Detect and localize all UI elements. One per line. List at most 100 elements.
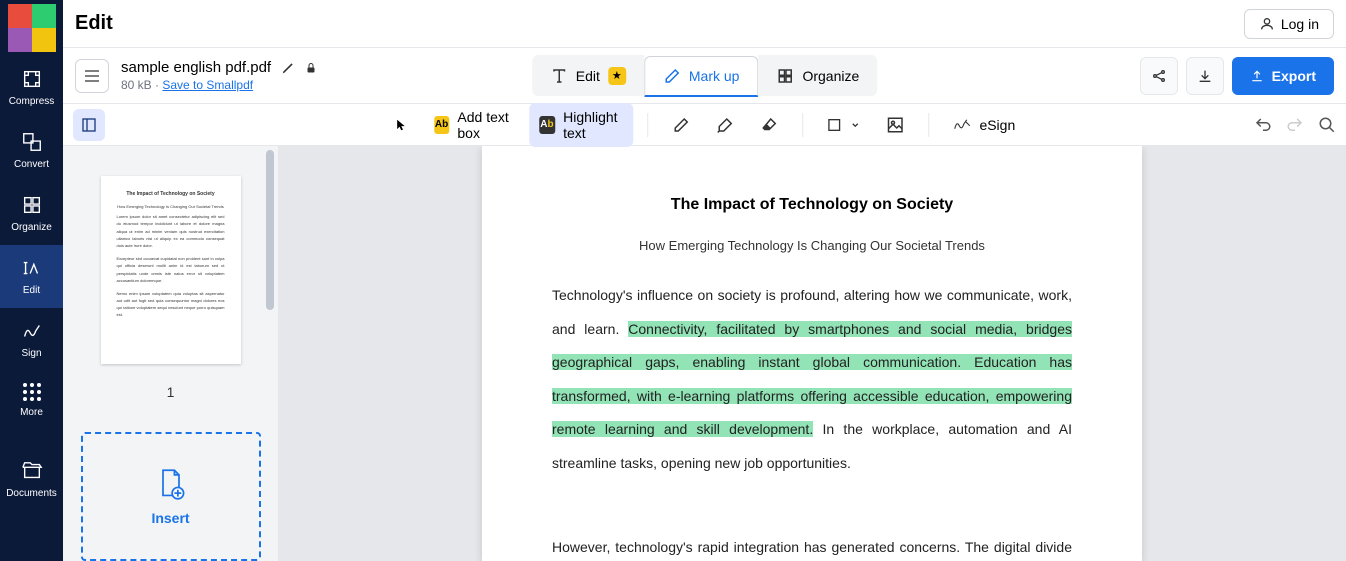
documents-icon bbox=[21, 460, 43, 482]
side-nav-label: More bbox=[20, 407, 43, 418]
search-button[interactable] bbox=[1318, 116, 1336, 134]
thumbnail-page-number: 1 bbox=[167, 384, 175, 400]
cursor-tool[interactable] bbox=[384, 111, 418, 139]
side-nav-label: Organize bbox=[11, 222, 52, 233]
divider bbox=[647, 113, 648, 137]
signature-icon bbox=[953, 118, 971, 132]
file-size: 80 kB bbox=[121, 78, 152, 92]
document-paragraph-2: However, technology's rapid integration … bbox=[552, 531, 1072, 561]
insert-page-button[interactable]: Insert bbox=[81, 432, 261, 561]
tab-markup[interactable]: Mark up bbox=[644, 56, 759, 97]
export-icon bbox=[1250, 69, 1264, 83]
undo-button[interactable] bbox=[1254, 116, 1272, 134]
tab-label: Edit bbox=[576, 68, 600, 84]
tab-label: Organize bbox=[802, 68, 859, 84]
topbar: Edit Log in bbox=[63, 0, 1346, 48]
tab-edit[interactable]: Edit ★ bbox=[532, 55, 644, 96]
logo[interactable] bbox=[8, 4, 56, 52]
pen-icon bbox=[672, 116, 690, 134]
pen-tool[interactable] bbox=[662, 110, 700, 140]
mode-tabs: Edit ★ Mark up Organize bbox=[532, 55, 878, 96]
export-button[interactable]: Export bbox=[1232, 57, 1334, 95]
side-nav-convert[interactable]: Convert bbox=[0, 119, 63, 182]
login-label: Log in bbox=[1281, 16, 1319, 32]
menu-button[interactable] bbox=[75, 59, 109, 93]
pen-icon bbox=[663, 67, 681, 85]
more-icon bbox=[23, 383, 41, 401]
image-tool[interactable] bbox=[877, 110, 915, 140]
side-nav: Compress Convert Organize Edit Sign More… bbox=[0, 0, 63, 561]
highlighted-text: Connectivity, facilitated by smartphones… bbox=[552, 321, 1072, 438]
thumbnail-panel: The Impact of Technology on Society How … bbox=[63, 146, 278, 561]
save-link[interactable]: Save to Smallpdf bbox=[162, 78, 253, 92]
edit-icon bbox=[21, 257, 43, 279]
add-text-tool[interactable]: Ab Add text box bbox=[424, 103, 523, 147]
tool-label: Add text box bbox=[457, 109, 512, 141]
panel-icon bbox=[81, 117, 97, 133]
pencil-icon[interactable] bbox=[281, 61, 295, 75]
export-label: Export bbox=[1272, 68, 1316, 84]
text-icon bbox=[550, 67, 568, 85]
document-subtitle: How Emerging Technology Is Changing Our … bbox=[552, 238, 1072, 253]
tab-label: Mark up bbox=[689, 68, 740, 84]
square-icon bbox=[827, 117, 843, 133]
lock-icon bbox=[305, 61, 317, 75]
ab-icon-dark: Ab bbox=[539, 116, 555, 134]
side-nav-label: Compress bbox=[9, 96, 55, 107]
login-button[interactable]: Log in bbox=[1244, 9, 1334, 39]
tab-organize[interactable]: Organize bbox=[758, 55, 877, 96]
esign-tool[interactable]: eSign bbox=[943, 111, 1025, 139]
document-page: The Impact of Technology on Society How … bbox=[482, 146, 1142, 561]
document-title: The Impact of Technology on Society bbox=[552, 196, 1072, 214]
side-nav-organize[interactable]: Organize bbox=[0, 182, 63, 245]
side-nav-label: Sign bbox=[21, 348, 41, 359]
chevron-down-icon bbox=[851, 120, 861, 130]
file-name: sample english pdf.pdf bbox=[121, 59, 271, 76]
side-nav-label: Edit bbox=[23, 285, 40, 296]
cursor-icon bbox=[394, 117, 408, 133]
redo-button[interactable] bbox=[1286, 116, 1304, 134]
toolbar: Ab Add text box Ab Highlight text bbox=[63, 104, 1346, 146]
page-title: Edit bbox=[75, 12, 113, 35]
highlighter-tool[interactable] bbox=[706, 110, 744, 140]
side-nav-label: Documents bbox=[6, 488, 57, 499]
highlighter-icon bbox=[716, 116, 734, 134]
side-nav-label: Convert bbox=[14, 159, 49, 170]
document-paragraph-1: Technology's influence on society is pro… bbox=[552, 279, 1072, 481]
star-badge: ★ bbox=[608, 67, 626, 85]
share-button[interactable] bbox=[1140, 57, 1178, 95]
download-button[interactable] bbox=[1186, 57, 1224, 95]
sign-icon bbox=[21, 320, 43, 342]
document-viewer[interactable]: The Impact of Technology on Society How … bbox=[278, 146, 1346, 561]
grid-icon bbox=[776, 67, 794, 85]
insert-label: Insert bbox=[151, 510, 189, 526]
side-nav-sign[interactable]: Sign bbox=[0, 308, 63, 371]
side-nav-more[interactable]: More bbox=[0, 371, 63, 430]
shape-tool[interactable] bbox=[817, 111, 871, 139]
image-icon bbox=[887, 116, 905, 134]
divider bbox=[802, 113, 803, 137]
user-icon bbox=[1259, 16, 1275, 32]
side-nav-edit[interactable]: Edit bbox=[0, 245, 63, 308]
hamburger-icon bbox=[84, 69, 100, 83]
tool-label: eSign bbox=[979, 117, 1015, 133]
eraser-icon bbox=[760, 116, 778, 134]
thumbnail-toggle[interactable] bbox=[73, 109, 105, 141]
side-nav-compress[interactable]: Compress bbox=[0, 56, 63, 119]
divider bbox=[929, 113, 930, 137]
filebar: sample english pdf.pdf 80 kB · Save to S… bbox=[63, 48, 1346, 104]
convert-icon bbox=[21, 131, 43, 153]
download-icon bbox=[1197, 68, 1213, 84]
organize-icon bbox=[21, 194, 43, 216]
insert-page-icon bbox=[157, 468, 185, 500]
side-nav-documents[interactable]: Documents bbox=[0, 448, 63, 511]
compress-icon bbox=[21, 68, 43, 90]
eraser-tool[interactable] bbox=[750, 110, 788, 140]
highlight-tool[interactable]: Ab Highlight text bbox=[529, 103, 633, 147]
tool-label: Highlight text bbox=[563, 109, 623, 141]
file-info: sample english pdf.pdf 80 kB · Save to S… bbox=[121, 59, 317, 92]
thumbnail-page-1[interactable]: The Impact of Technology on Society How … bbox=[101, 176, 241, 364]
share-icon bbox=[1151, 68, 1167, 84]
scrollbar[interactable] bbox=[266, 150, 274, 310]
ab-icon: Ab bbox=[434, 116, 450, 134]
